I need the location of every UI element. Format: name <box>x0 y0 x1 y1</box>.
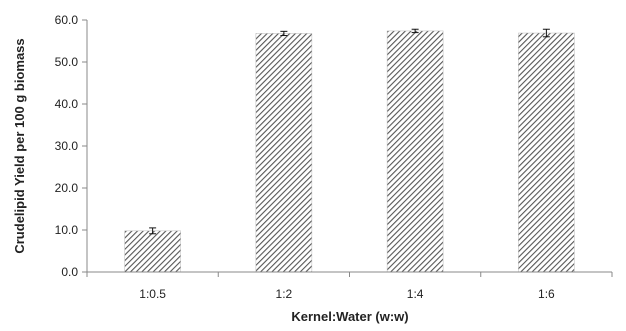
error-bar <box>542 28 550 38</box>
y-tick-label: 40.0 <box>55 97 79 111</box>
x-tick-label: 1:4 <box>407 287 424 301</box>
y-tick-label: 50.0 <box>55 55 79 69</box>
error-bar <box>280 30 288 37</box>
error-bar <box>411 28 419 34</box>
x-axis-title: Kernel:Water (w:w) <box>291 309 408 324</box>
y-ticks-layer: 0.0 10.0 20.0 30.0 40.0 50.0 60.0 <box>55 13 87 279</box>
y-tick-label: 30.0 <box>55 139 79 153</box>
bar-1-4 <box>386 30 444 273</box>
y-tick-label: 10.0 <box>55 223 79 237</box>
x-tick-label: 1:2 <box>276 287 293 301</box>
bar-1-6 <box>518 32 575 273</box>
x-tick-label: 1:6 <box>538 287 555 301</box>
y-axis-title: Crudelipid Yield per 100 g biomass <box>12 38 27 253</box>
y-tick-label: 60.0 <box>55 13 79 27</box>
x-tick-label: 1:0.5 <box>139 287 166 301</box>
error-bar <box>149 227 157 235</box>
bar-1-2 <box>255 33 313 273</box>
error-bars-layer <box>149 28 550 235</box>
bars-layer <box>124 30 575 273</box>
x-ticks-layer: 1:0.5 1:2 1:4 1:6 <box>86 272 613 301</box>
bar-1-0-5 <box>124 230 181 273</box>
y-tick-label: 0.0 <box>61 265 78 279</box>
y-tick-label: 20.0 <box>55 181 79 195</box>
